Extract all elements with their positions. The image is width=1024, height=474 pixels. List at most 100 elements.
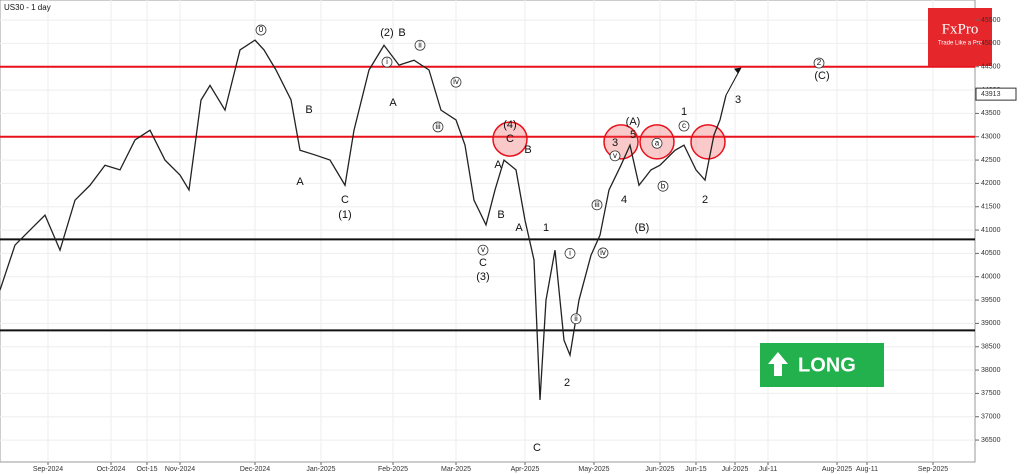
logo-tagline: Trade Like a Pro <box>938 41 983 47</box>
y-tick-label: 44500 <box>981 64 1001 71</box>
wave-label: A <box>389 97 397 109</box>
annotation-ring <box>678 120 690 132</box>
y-tick-label: 37000 <box>981 414 1001 421</box>
chart-title: US30 - 1 day <box>4 3 51 12</box>
x-tick-label: Jul-11 <box>759 466 778 473</box>
logo-box <box>928 8 992 66</box>
wave-label: 5 <box>630 129 636 141</box>
y-tick-label: 36500 <box>981 437 1001 444</box>
arrow-head <box>734 67 741 74</box>
annotation-ring <box>450 76 462 88</box>
wave-label: A <box>515 222 523 234</box>
wave-label: (A) <box>626 116 641 128</box>
annotation-ring <box>564 247 576 259</box>
y-tick-label: 38000 <box>981 367 1001 374</box>
wave-label: iii <box>594 200 600 209</box>
annotation-ring <box>651 137 663 149</box>
annotation-ring <box>432 121 444 133</box>
annotation-ring <box>813 57 825 69</box>
wave-label: (2) <box>380 27 393 39</box>
x-tick-label: Oct-15 <box>136 466 157 473</box>
signal-badge: LONG <box>760 343 884 387</box>
wave-label: iv <box>453 77 459 86</box>
last-price-label: 43913 <box>981 91 1001 98</box>
annotation-ring <box>597 247 609 259</box>
y-tick-label: 42000 <box>981 180 1001 187</box>
wave-label: i <box>569 249 571 258</box>
y-tick-label: 41500 <box>981 204 1001 211</box>
wave-label: B <box>524 144 531 156</box>
up-arrow <box>768 352 788 376</box>
wave-label: iv <box>600 248 606 257</box>
wave-label: (3) <box>476 271 489 283</box>
wave-label: B <box>497 209 504 221</box>
price-line <box>0 39 727 400</box>
wave-label: C <box>341 194 349 206</box>
annotation-ring <box>657 180 669 192</box>
annotation-ring <box>477 244 489 256</box>
plot: 0 (2) BAiiiiiiivvABC(1)(4)CBABAC(3)12Ciiii… <box>0 0 975 462</box>
wave-label: i <box>386 57 388 66</box>
wave-label: ii <box>574 314 578 323</box>
wave-label: iii <box>435 122 441 131</box>
x-tick-label: May-2025 <box>578 466 609 473</box>
annotation-ring <box>414 39 426 51</box>
y-tick-label: 45000 <box>981 40 1001 47</box>
annotation-ring <box>570 313 582 325</box>
wave-label: C <box>533 442 541 454</box>
wave-label: c <box>682 121 686 130</box>
wave-label: 3 <box>612 137 618 149</box>
y-tick-label: 39000 <box>981 320 1001 327</box>
y-tick-label: 39500 <box>981 297 1001 304</box>
annotation-ring <box>255 24 267 36</box>
wave-label: (1) <box>338 209 351 221</box>
wave-label: A <box>296 176 304 188</box>
wave-label: C <box>506 133 514 145</box>
wave-label: 4 <box>621 194 627 206</box>
x-tick-label: Mar-2025 <box>441 466 471 473</box>
x-tick-label: Feb-2025 <box>378 466 408 473</box>
wave-label: 0 <box>259 25 264 34</box>
wave-label: B <box>305 104 312 116</box>
x-tick-label: Aug-11 <box>856 466 878 473</box>
x-tick-label: Sep-2024 <box>33 466 63 473</box>
wave-label: ii <box>418 40 422 49</box>
last-price-box <box>975 87 1017 101</box>
wave-label: v <box>613 151 617 160</box>
wave-label: C <box>479 257 487 269</box>
wave-label: v <box>481 245 485 254</box>
wave-label: 1 <box>681 106 687 118</box>
x-tick-label: Nov-2024 <box>165 466 195 473</box>
wave-label: b <box>661 181 666 190</box>
annotation-ring <box>591 199 603 211</box>
wave-label: B <box>398 27 405 39</box>
x-tick-label: Jul-2025 <box>722 466 749 473</box>
x-tick-label: Jun-2025 <box>645 466 674 473</box>
wave-label: 2 <box>817 58 822 67</box>
y-tick-label: 38500 <box>981 344 1001 351</box>
y-tick-label: 40000 <box>981 274 1001 281</box>
y-tick-label: 37500 <box>981 390 1001 397</box>
annotation-ring <box>381 56 393 68</box>
wave-label: 2 <box>702 194 708 206</box>
wave-label: a <box>655 138 660 147</box>
x-tick-label: Oct-2024 <box>97 466 126 473</box>
highlight-circle <box>603 124 639 160</box>
wave-label: (4) <box>503 119 516 131</box>
y-tick-label: 45500 <box>981 17 1001 24</box>
wave-label: (B) <box>635 222 650 234</box>
x-tick-label: Apr-2025 <box>511 466 540 473</box>
wave-label: A <box>494 159 502 171</box>
wave-label: 2 <box>564 377 570 389</box>
y-tick-label: 41000 <box>981 227 1001 234</box>
highlight-circle <box>492 121 528 157</box>
logo-name: FxPro <box>942 21 979 37</box>
y-tick-label: 43500 <box>981 110 1001 117</box>
brand-logo: FxPro Trade Like a Pro <box>928 8 992 66</box>
signal-text: LONG <box>798 354 856 376</box>
wave-label: 3 <box>735 94 741 106</box>
wave-label: 1 <box>543 222 549 234</box>
x-tick-label: Dec-2024 <box>240 466 270 473</box>
x-tick-label: Jun-15 <box>685 466 707 473</box>
wave-label: (C) <box>814 70 829 82</box>
